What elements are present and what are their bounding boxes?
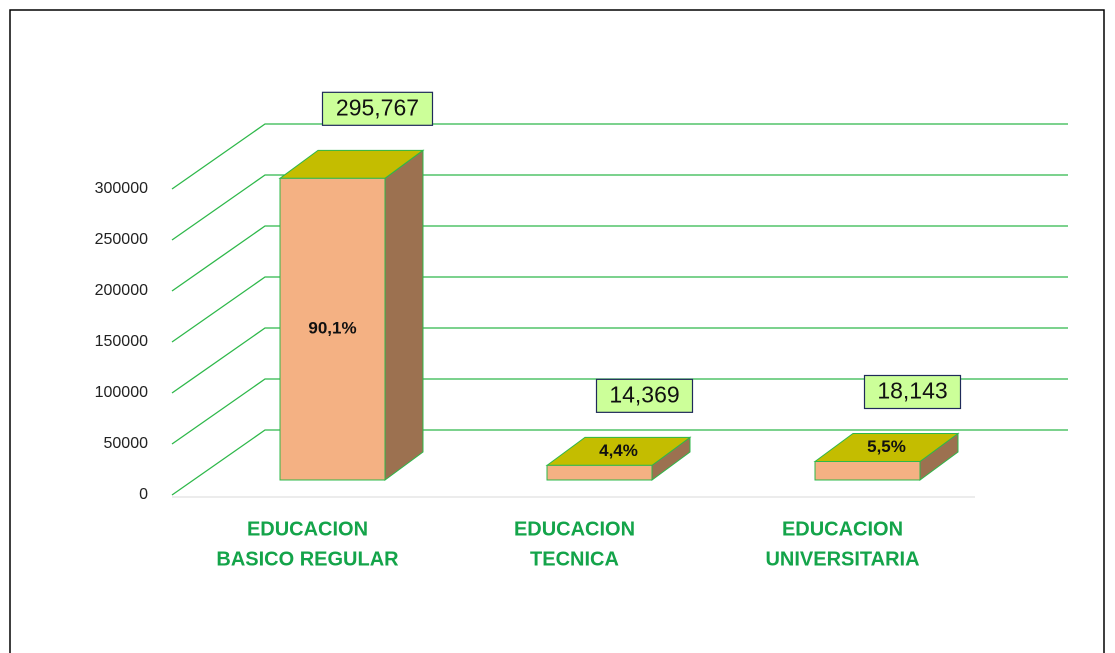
bar xyxy=(546,464,653,481)
grid-line xyxy=(171,327,1068,394)
value-label-box xyxy=(595,378,694,413)
y-tick-label: 150000 xyxy=(95,333,148,350)
percent-label: 4,4% xyxy=(599,441,638,460)
x-tick-label: EDUCACION xyxy=(514,518,635,540)
value-label: 14,369 xyxy=(609,381,679,407)
percent-label: 5,5% xyxy=(867,437,906,456)
value-label: 295,767 xyxy=(336,94,419,120)
x-tick-label: EDUCACION xyxy=(782,518,903,540)
chart-border xyxy=(9,9,1105,653)
grid-line xyxy=(171,276,1068,343)
bar-side xyxy=(384,149,424,481)
grid-line xyxy=(171,378,1068,445)
y-tick-label: 50000 xyxy=(104,435,149,452)
grid-line xyxy=(171,123,1068,190)
x-tick-label: UNIVERSITARIA xyxy=(765,548,919,570)
x-tick-label: TECNICA xyxy=(530,548,619,570)
y-tick-label: 200000 xyxy=(95,282,148,299)
value-label-box xyxy=(321,91,434,126)
percent-label: 90,1% xyxy=(308,319,356,338)
grid-line xyxy=(171,429,1068,496)
x-tick-label: EDUCACION xyxy=(247,518,368,540)
y-tick-label: 300000 xyxy=(95,180,148,197)
bar xyxy=(279,177,386,481)
grid-line xyxy=(171,225,1068,292)
y-tick-label: 0 xyxy=(139,486,148,503)
y-tick-label: 100000 xyxy=(95,384,148,401)
grid-line xyxy=(171,174,1068,241)
value-label: 18,143 xyxy=(877,378,947,404)
x-tick-label: BASICO REGULAR xyxy=(216,548,399,570)
y-tick-label: 250000 xyxy=(95,231,148,248)
value-label-box xyxy=(863,374,962,410)
bar xyxy=(814,460,921,481)
